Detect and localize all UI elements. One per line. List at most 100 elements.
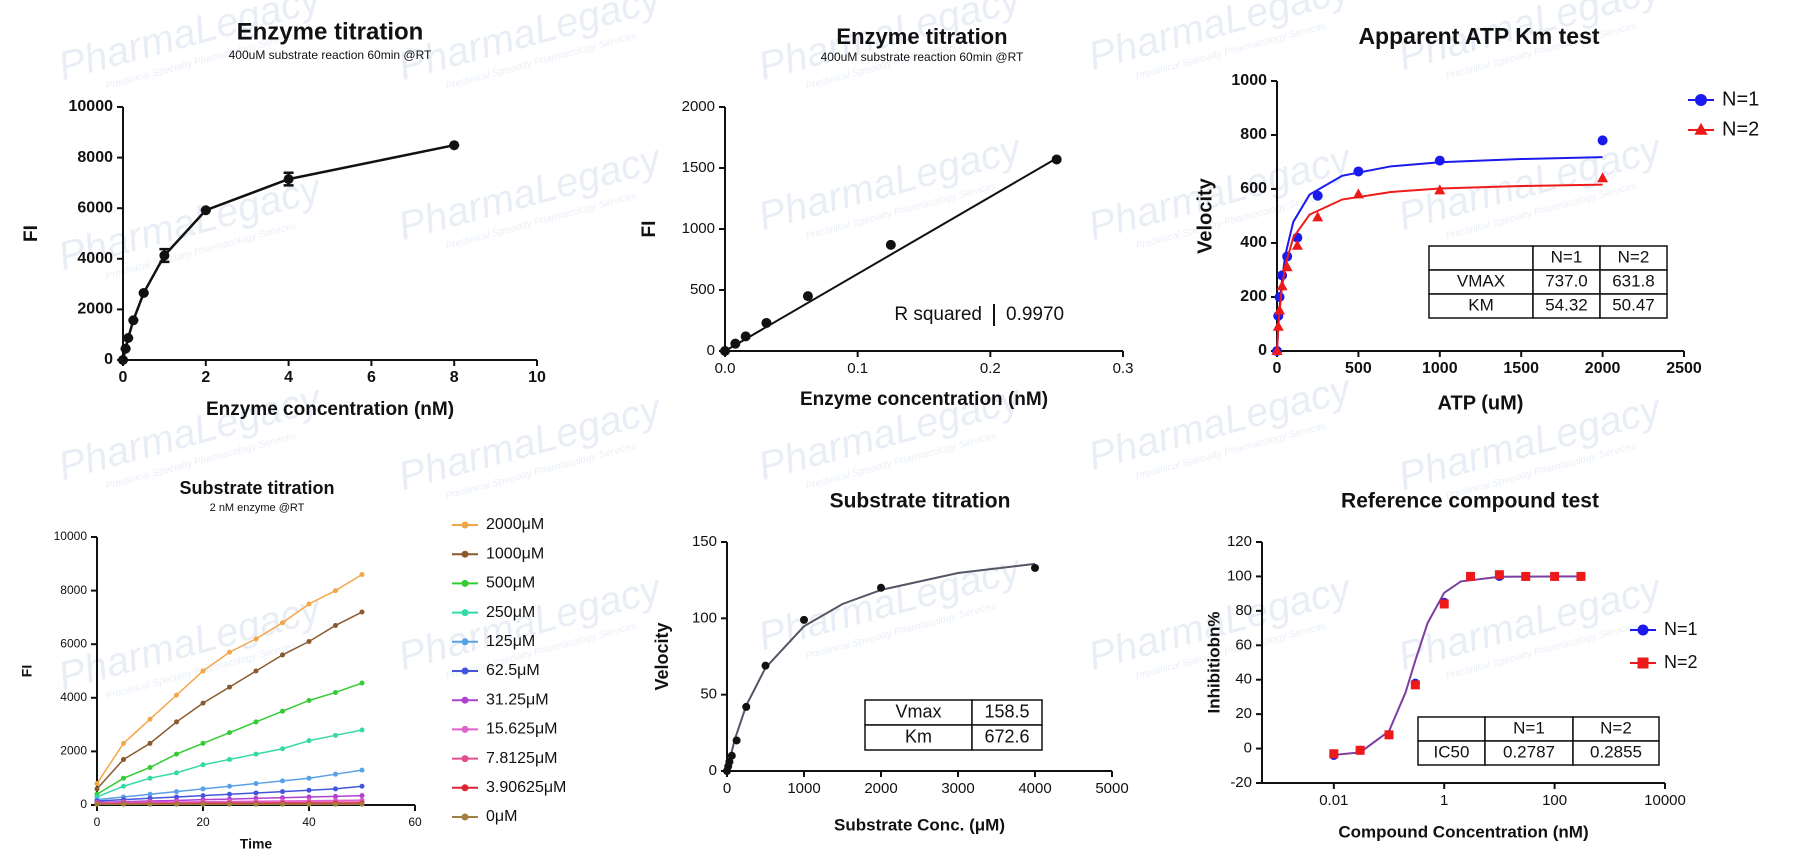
data-point — [333, 801, 338, 807]
data-point — [761, 661, 770, 670]
data-point — [1597, 172, 1609, 183]
data-point — [1494, 570, 1504, 580]
y-tick-label: 600 — [1240, 180, 1267, 197]
data-point — [761, 317, 772, 328]
y-tick-label: 4000 — [77, 250, 113, 267]
legend-marker — [461, 638, 469, 646]
data-point — [1272, 320, 1284, 331]
data-point — [740, 331, 751, 342]
x-tick-label: 1000 — [1422, 360, 1458, 377]
y-tick-label: 0 — [707, 342, 715, 359]
y-axis-label: Inhibitiobn% — [1204, 612, 1223, 714]
data-point — [227, 756, 232, 762]
legend-marker — [461, 813, 469, 821]
legend-marker — [1637, 624, 1649, 636]
legend-label: N=1 — [1664, 619, 1698, 639]
legend-marker — [461, 784, 469, 792]
x-tick-label: 10000 — [1644, 792, 1686, 809]
y-tick-label: 150 — [692, 533, 717, 550]
data-point — [147, 740, 153, 746]
y-tick-label: 1500 — [682, 159, 715, 176]
data-point — [1434, 184, 1446, 195]
data-point — [359, 783, 365, 789]
table-cell — [1572, 740, 1660, 766]
legend-label: 2000μM — [486, 516, 544, 533]
y-tick-label: 8000 — [60, 583, 87, 597]
data-point — [1439, 599, 1449, 609]
data-point — [200, 793, 206, 799]
table-text: 54.32 — [1545, 295, 1588, 314]
data-point — [1352, 188, 1364, 199]
data-point — [253, 751, 259, 757]
data-point — [200, 668, 206, 674]
legend-label: N=2 — [1722, 118, 1759, 140]
data-point — [1384, 730, 1394, 740]
x-tick-label: 0.01 — [1319, 792, 1348, 809]
y-tick-label: 800 — [1240, 126, 1267, 143]
table-cell — [864, 724, 973, 751]
data-point — [306, 794, 312, 800]
data-point — [1031, 563, 1039, 572]
data-point — [306, 738, 312, 744]
data-point — [200, 801, 206, 807]
data-point — [359, 793, 365, 799]
legend-label: N=1 — [1722, 88, 1759, 110]
data-point — [1355, 745, 1365, 755]
data-point — [333, 732, 338, 738]
y-tick-label: 10000 — [54, 529, 88, 543]
legend-label: N=2 — [1664, 652, 1698, 672]
y-tick-label: 1000 — [682, 220, 715, 237]
x-tick-label: 1000 — [787, 780, 820, 797]
chart-subtitle: 400uM substrate reaction 60min @RT — [229, 48, 432, 62]
data-point — [359, 801, 365, 807]
data-point — [306, 787, 312, 793]
chart-subtitle: 2 nM enzyme @RT — [210, 502, 305, 514]
table-text: Km — [905, 726, 932, 746]
data-point — [730, 338, 741, 349]
data-point — [1274, 292, 1285, 302]
x-axis-label: Substrate Conc. (μM) — [834, 815, 1005, 834]
data-point — [1051, 154, 1062, 165]
data-point — [174, 719, 179, 725]
data-point — [885, 239, 896, 250]
table-cell — [1428, 293, 1534, 319]
legend-marker — [1695, 94, 1707, 106]
x-tick-label: 6 — [367, 369, 376, 386]
data-point — [1597, 135, 1608, 146]
legend-label: 62.5μM — [486, 662, 540, 679]
data-point — [174, 692, 179, 698]
table-text: N=2 — [1600, 718, 1632, 737]
data-point — [227, 730, 232, 736]
fit-curve — [726, 562, 1036, 772]
data-point — [306, 775, 312, 781]
y-tick-label: 120 — [1227, 533, 1252, 550]
x-tick-label: 8 — [450, 369, 459, 386]
data-point — [333, 622, 338, 628]
legend-label: 1000μM — [486, 545, 544, 562]
data-point — [174, 801, 179, 807]
data-point — [1329, 749, 1339, 759]
data-point — [359, 727, 365, 733]
legend-label: 250μM — [486, 604, 535, 621]
data-point — [333, 588, 338, 594]
legend-marker — [461, 667, 469, 675]
x-tick-label: 0 — [94, 815, 101, 829]
chart-title: Substrate titration — [830, 490, 1011, 513]
data-point — [333, 793, 338, 799]
data-point — [449, 140, 460, 151]
table-text: KM — [1468, 295, 1494, 314]
data-point — [1434, 155, 1445, 166]
table-text: 737.0 — [1545, 271, 1588, 290]
data-point — [1281, 261, 1293, 272]
x-tick-label: 1500 — [1503, 360, 1539, 377]
table-text: Vmax — [895, 701, 941, 721]
x-tick-label: 0 — [119, 369, 128, 386]
data-point — [333, 689, 338, 695]
x-tick-label: 4 — [284, 369, 293, 386]
y-tick-label: 100 — [1227, 567, 1252, 584]
x-tick-label: 2000 — [1585, 360, 1621, 377]
fit-curve — [1333, 575, 1581, 756]
data-point — [94, 801, 100, 807]
data-point — [359, 767, 365, 773]
